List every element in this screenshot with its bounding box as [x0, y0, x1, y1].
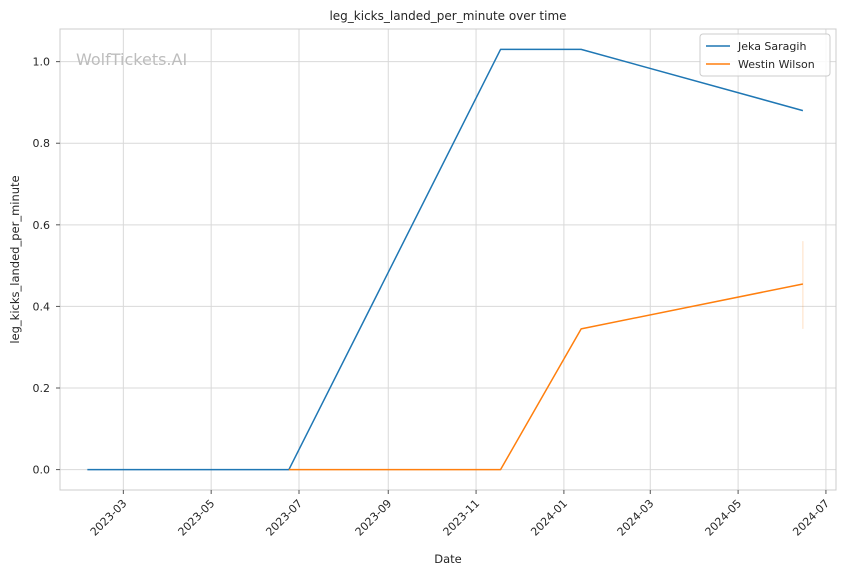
x-tick-label: 2023-07: [263, 497, 305, 539]
x-tick-label: 2023-03: [88, 497, 130, 539]
y-tick-label: 0.6: [33, 219, 51, 232]
y-tick-label: 0.8: [33, 137, 51, 150]
legend-label-2: Westin Wilson: [738, 58, 815, 71]
x-tick-label: 2024-01: [528, 497, 570, 539]
series-line-1: [87, 48, 804, 471]
y-axis-label: leg_kicks_landed_per_minute: [8, 175, 22, 343]
series-line-2: [288, 283, 804, 471]
watermark-text: WolfTickets.AI: [76, 50, 187, 69]
x-tick-label: 2024-03: [615, 497, 657, 539]
y-tick-label: 0.2: [33, 382, 51, 395]
x-tick-label: 2024-07: [790, 497, 832, 539]
y-axis-ticks: 0.0 0.2 0.4 0.6 0.8 1.0: [33, 56, 60, 477]
x-tick-label: 2023-05: [176, 497, 218, 539]
x-axis-ticks: 2023-03 2023-05 2023-07 2023-09 2023-11 2024-…: [88, 490, 832, 539]
x-axis-label: Date: [434, 552, 462, 566]
y-tick-label: 0.0: [33, 464, 51, 477]
legend: Jeka Saragih Westin Wilson: [699, 33, 831, 77]
chart-title: leg_kicks_landed_per_minute over time: [329, 9, 566, 23]
grid: [60, 29, 836, 490]
plot-area: [59, 28, 837, 491]
y-tick-label: 0.4: [33, 300, 51, 313]
legend-label-1: Jeka Saragih: [737, 40, 806, 53]
x-tick-label: 2023-09: [353, 497, 395, 539]
x-tick-label: 2024-05: [703, 497, 745, 539]
y-tick-label: 1.0: [33, 56, 51, 69]
legend-box: [699, 33, 831, 77]
series-lines: [87, 48, 804, 471]
x-tick-label: 2023-11: [440, 497, 482, 539]
